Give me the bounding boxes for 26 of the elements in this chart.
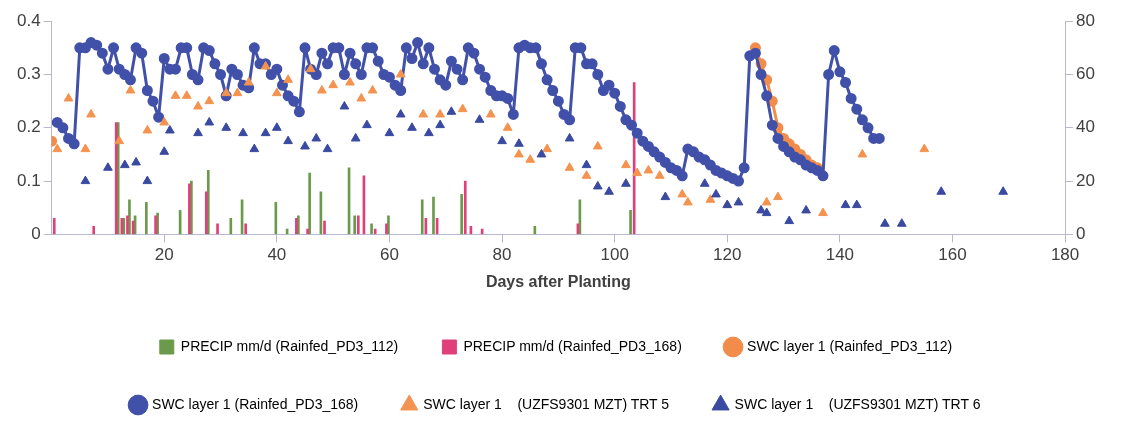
y2-tick-label: 0	[1076, 224, 1086, 244]
legend-label: SWC layer 1 (Rainfed_PD3_112)	[747, 337, 953, 354]
y-tick-label: 0	[31, 224, 41, 244]
y-tick-label: 0.1	[16, 170, 41, 190]
y-tick-label: 0.2	[16, 117, 41, 137]
x-tick-label: 120	[713, 245, 742, 265]
y2-tick-label: 80	[1076, 10, 1096, 30]
x-axis-title: Days after Planting	[485, 272, 631, 290]
x-tick-label: 80	[492, 245, 512, 265]
legend-label: PRECIP mm/d (Rainfed_PD3_168)	[463, 337, 682, 354]
x-tick-label: 160	[938, 245, 967, 265]
y-tick-label: 0.4	[16, 10, 41, 30]
x-tick-label: 40	[267, 245, 287, 265]
y2-tick-label: 60	[1076, 64, 1096, 84]
x-tick-label: 60	[379, 245, 399, 265]
legend-label: PRECIP mm/d (Rainfed_PD3_112)	[180, 337, 399, 354]
legend-label: SWC layer 1 (UZFS9301 MZT) TRT 5	[423, 395, 670, 412]
x-tick-label: 180	[1050, 245, 1080, 265]
x-tick-label: 20	[154, 245, 174, 265]
x-tick-label: 100	[600, 245, 629, 265]
y2-tick-label: 20	[1076, 170, 1096, 190]
y-tick-label: 0.3	[16, 64, 41, 84]
y2-tick-label: 40	[1076, 117, 1096, 137]
legend-label: SWC layer 1 (Rainfed_PD3_168)	[152, 395, 359, 412]
x-tick-label: 140	[825, 245, 855, 265]
legend-label: SWC layer 1 (UZFS9301 MZT) TRT 6	[734, 395, 981, 412]
